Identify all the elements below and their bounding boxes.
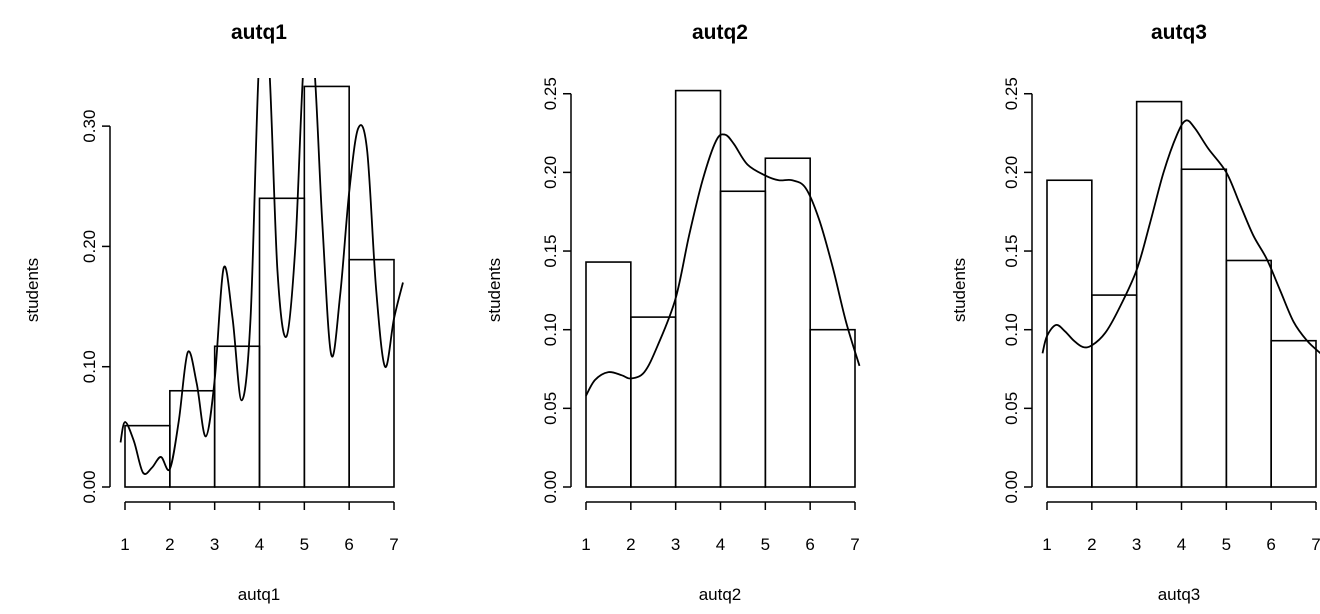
- y-axis: 0.00 0.10 0.20 0.30: [80, 110, 111, 504]
- density-curve: [1041, 119, 1320, 354]
- y-axis: 0.00 0.05 0.10 0.15 0.20 0.25: [541, 77, 572, 504]
- histogram-bar: [809, 328, 856, 488]
- density-curve-group: [585, 133, 861, 397]
- x-tick-label: 5: [761, 535, 770, 554]
- x-tick-label: 3: [210, 535, 219, 554]
- x-tick-label: 2: [1087, 535, 1096, 554]
- x-tick-label: 5: [300, 535, 309, 554]
- histogram-panel-autq3: autq3 students autq3 0.00 0.05 0.10 0.15 0.2…: [950, 21, 1320, 604]
- histogram-bar: [1046, 179, 1093, 488]
- y-tick-label: 0.00: [541, 470, 560, 503]
- density-curve-group: [119, 78, 404, 475]
- x-axis: 1 2 3 4 5 6 7: [581, 501, 860, 554]
- y-tick-label: 0.20: [80, 230, 99, 263]
- histogram-bar: [764, 157, 811, 488]
- x-tick-label: 7: [1311, 535, 1320, 554]
- y-tick-label: 0.05: [541, 392, 560, 425]
- histogram-bar: [1091, 294, 1138, 488]
- x-tick-label: 7: [389, 535, 398, 554]
- bars-group: [124, 85, 395, 488]
- y-tick-label: 0.10: [541, 313, 560, 346]
- histogram-bar: [585, 261, 632, 488]
- x-tick-label: 2: [626, 535, 635, 554]
- y-tick-label: 0.30: [80, 110, 99, 143]
- x-tick-label: 2: [165, 535, 174, 554]
- histogram-panel-autq2: autq2 students autq2 0.00 0.05 0.10 0.15 0.2…: [485, 21, 861, 604]
- y-tick-label: 0.00: [80, 470, 99, 503]
- density-curve: [585, 133, 861, 397]
- bars-group: [1046, 100, 1317, 488]
- x-tick-label: 6: [805, 535, 814, 554]
- x-tick-label: 1: [1042, 535, 1051, 554]
- density-curve: [119, 78, 404, 475]
- y-axis-label: students: [950, 258, 969, 322]
- chart-title: autq3: [1151, 21, 1207, 44]
- x-tick-label: 7: [850, 535, 859, 554]
- x-axis-label: autq3: [1158, 585, 1201, 604]
- histogram-bar: [719, 190, 767, 488]
- x-tick-label: 5: [1222, 535, 1231, 554]
- density-curve-group: [1041, 119, 1320, 354]
- x-tick-label: 1: [581, 535, 590, 554]
- histogram-panel-autq1: autq1 students autq1 0.00 0.10 0.20 0.30 1 2…: [23, 21, 404, 604]
- x-tick-label: 6: [1266, 535, 1275, 554]
- y-tick-label: 0.15: [541, 234, 560, 267]
- x-tick-label: 4: [255, 535, 264, 554]
- y-tick-label: 0.10: [80, 350, 99, 383]
- y-tick-label: 0.20: [1002, 156, 1021, 189]
- y-tick-label: 0.10: [1002, 313, 1021, 346]
- chart-title: autq1: [231, 21, 287, 44]
- histogram-bar: [258, 197, 306, 488]
- histogram-bar: [1270, 339, 1317, 488]
- chart-title: autq2: [692, 21, 748, 44]
- y-axis: 0.00 0.05 0.10 0.15 0.20 0.25: [1002, 77, 1033, 504]
- x-axis-label: autq2: [699, 585, 742, 604]
- x-tick-label: 3: [671, 535, 680, 554]
- y-axis-label: students: [23, 258, 42, 322]
- y-tick-label: 0.25: [541, 77, 560, 110]
- histogram-bar: [630, 316, 677, 488]
- x-tick-label: 4: [1177, 535, 1186, 554]
- x-axis: 1 2 3 4 5 6 7: [1042, 501, 1320, 554]
- y-tick-label: 0.20: [541, 156, 560, 189]
- x-tick-label: 1: [120, 535, 129, 554]
- bars-group: [585, 89, 856, 488]
- histogram-bar: [1135, 100, 1183, 488]
- histogram-bar: [1225, 259, 1272, 488]
- y-tick-label: 0.15: [1002, 234, 1021, 267]
- histogram-bar: [1180, 168, 1228, 488]
- y-tick-label: 0.00: [1002, 470, 1021, 503]
- y-tick-label: 0.05: [1002, 392, 1021, 425]
- histogram-bar: [348, 258, 395, 488]
- y-tick-label: 0.25: [1002, 77, 1021, 110]
- x-axis-label: autq1: [238, 585, 281, 604]
- x-tick-label: 6: [344, 535, 353, 554]
- x-axis: 1 2 3 4 5 6 7: [120, 501, 399, 554]
- x-tick-label: 3: [1132, 535, 1141, 554]
- histogram-bar: [674, 89, 722, 488]
- y-axis-label: students: [485, 258, 504, 322]
- x-tick-label: 4: [716, 535, 725, 554]
